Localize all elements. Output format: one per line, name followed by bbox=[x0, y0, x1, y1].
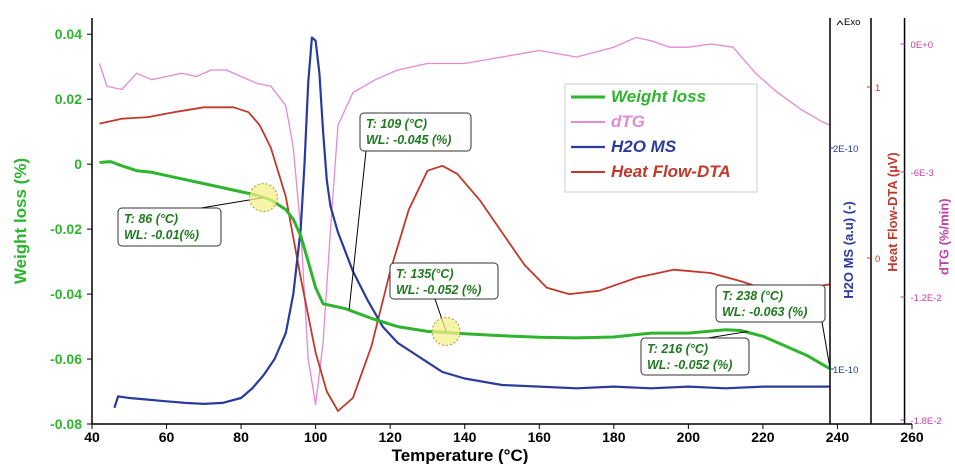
h2o-axis-title: H2O MS (a.u) (-) bbox=[841, 201, 856, 299]
y-tick-label: -0.06 bbox=[50, 351, 82, 367]
annotation-box bbox=[640, 337, 750, 376]
x-tick-label: 120 bbox=[379, 429, 403, 445]
legend-box bbox=[564, 83, 758, 193]
x-tick-label: 80 bbox=[233, 429, 249, 445]
exo-arrow-icon bbox=[836, 20, 844, 26]
y-tick-label: -0.04 bbox=[50, 286, 82, 302]
y-tick-label: 0.04 bbox=[55, 26, 82, 42]
dta-tick-label: 1 bbox=[875, 83, 880, 94]
annotation-leader bbox=[821, 321, 831, 369]
annotation-text: WL: -0.045 (%) bbox=[366, 133, 451, 147]
annotation-text: T: 238 (°C) bbox=[722, 289, 783, 303]
annotation-text: T: 216 (°C) bbox=[647, 342, 708, 356]
legend-label: H2O MS bbox=[611, 137, 677, 156]
x-tick-label: 140 bbox=[453, 429, 477, 445]
dtg-axis-title: dTG (%/min) bbox=[937, 198, 952, 275]
x-tick-label: 200 bbox=[677, 429, 701, 445]
annotation-text: WL: -0.01(%) bbox=[124, 228, 199, 242]
dta-axis-title: Heat Flow-DTA (µV) bbox=[885, 152, 900, 271]
x-tick-label: 40 bbox=[84, 429, 100, 445]
annotation-marker bbox=[431, 316, 461, 346]
h2o-tick-label: 1E-10 bbox=[833, 365, 858, 376]
annotation-marker bbox=[248, 183, 278, 213]
axes-layer: 40 60 80 100 120 140 160 180 200 220 240 260Tempera… bbox=[11, 17, 952, 464]
series-layer bbox=[98, 36, 831, 412]
x-axis-title: Temperature (°C) bbox=[392, 446, 529, 464]
annotation-text: T: 109 (°C) bbox=[366, 117, 427, 131]
series-line-heat-flow-dta bbox=[99, 106, 831, 412]
annotation-box bbox=[715, 284, 826, 323]
x-tick-label: 220 bbox=[751, 429, 775, 445]
exo-label: Exo bbox=[844, 17, 860, 28]
annotation-layer: T: 86 (°C) WL: -0.01(%) T: 109 (°C) WL: -0.… bbox=[117, 112, 831, 376]
x-tick-label: 240 bbox=[826, 429, 850, 445]
annotation-text: WL: -0.052 (%) bbox=[396, 283, 481, 297]
y-tick-label: -0.02 bbox=[50, 221, 82, 237]
annotation-text: T: 135(°C) bbox=[396, 267, 454, 281]
x-tick-label: 100 bbox=[304, 429, 328, 445]
annotation-text: T: 86 (°C) bbox=[124, 212, 178, 226]
legend-label: Heat Flow-DTA bbox=[611, 162, 731, 181]
annotation-box bbox=[117, 207, 222, 247]
legend: Weight loss dTG H2O MS Heat Flow-DTA bbox=[564, 83, 758, 193]
dtg-tick-label: 0E+0 bbox=[911, 40, 933, 51]
y-axis-title: Weight loss (%) bbox=[11, 158, 30, 284]
annotation-leader bbox=[707, 330, 749, 339]
dtg-tick-label: -1.2E-2 bbox=[911, 293, 942, 304]
y-tick-label: 0.02 bbox=[55, 91, 82, 107]
dta-tick-label: 0 bbox=[875, 254, 880, 265]
y-tick-label: 0 bbox=[74, 156, 82, 172]
annotation-leader bbox=[348, 150, 367, 310]
dtg-tick-label: -6E-3 bbox=[911, 168, 934, 179]
x-tick-label: 180 bbox=[602, 429, 626, 445]
legend-label: Weight loss bbox=[611, 87, 706, 106]
annotation-box bbox=[359, 112, 472, 152]
legend-label: dTG bbox=[611, 112, 645, 131]
annotation-box bbox=[389, 262, 499, 300]
x-tick-label: 60 bbox=[159, 429, 175, 445]
dtg-tick-label: -1.8E-2 bbox=[911, 416, 942, 427]
annotation-text: WL: -0.063 (%) bbox=[722, 305, 807, 319]
y-tick-label: -0.08 bbox=[50, 416, 82, 432]
series-line-h2o-ms bbox=[113, 36, 830, 409]
x-tick-label: 160 bbox=[528, 429, 552, 445]
series-line-weight-loss bbox=[99, 160, 831, 371]
h2o-tick-label: 2E-10 bbox=[833, 144, 858, 155]
series-line-dtg bbox=[98, 36, 831, 406]
x-tick-label: 260 bbox=[900, 429, 924, 445]
annotation-text: WL: -0.052 (%) bbox=[647, 358, 732, 372]
